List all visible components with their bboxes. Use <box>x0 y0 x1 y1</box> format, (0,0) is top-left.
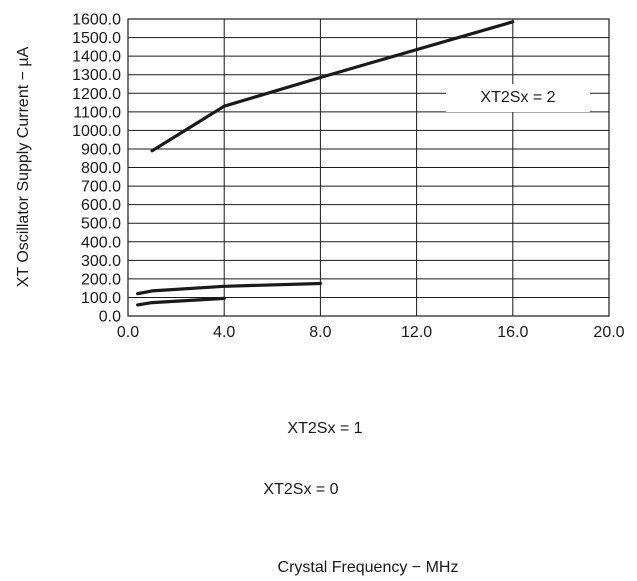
x-tick-label: 0.0 <box>117 324 139 341</box>
x-tick-label: 12.0 <box>401 324 432 341</box>
series-line-2 <box>136 296 226 307</box>
y-tick-label: 1200.0 <box>72 86 121 103</box>
series-label-background <box>243 476 359 502</box>
x-tick-labels: 0.0 4.0 8.0 12.0 16.0 20.0 <box>117 324 625 341</box>
series-line-0 <box>150 20 515 153</box>
y-tick-label: 1400.0 <box>72 49 121 66</box>
y-tick-label: 1500.0 <box>72 30 121 47</box>
series-label-background <box>446 84 590 112</box>
x-tick-label: 8.0 <box>309 324 331 341</box>
series-label: XT2Sx = 1 <box>287 420 362 437</box>
y-tick-label: 900.0 <box>81 141 121 158</box>
x-tick-label: 16.0 <box>497 324 528 341</box>
y-tick-label: 0.0 <box>99 309 121 326</box>
y-tick-label: 800.0 <box>81 160 121 177</box>
series-line-1 <box>136 281 322 296</box>
y-tick-label: 1000.0 <box>72 123 121 140</box>
y-tick-label: 100.0 <box>81 290 121 307</box>
series-label-background <box>268 415 384 441</box>
y-tick-label: 1100.0 <box>73 104 121 121</box>
x-tick-label: 4.0 <box>213 324 235 341</box>
y-tick-label: 600.0 <box>81 197 121 214</box>
series-label: XT2Sx = 0 <box>263 481 338 498</box>
series-label: XT2Sx = 2 <box>480 89 555 106</box>
y-tick-label: 500.0 <box>81 216 121 233</box>
plot-frame <box>127 18 610 317</box>
series-labels: XT2Sx = 2 XT2Sx = 1 XT2Sx = 0 <box>243 84 590 502</box>
x-axis-title: Crystal Frequency − MHz <box>278 559 459 576</box>
y-tick-label: 300.0 <box>81 253 121 270</box>
y-tick-label: 700.0 <box>81 179 121 196</box>
y-tick-label: 1600.0 <box>72 12 121 29</box>
y-tick-label: 400.0 <box>81 234 121 251</box>
y-tick-label: 1300.0 <box>72 67 121 84</box>
y-axis-title: XT Oscillator Supply Current − µA <box>15 46 32 287</box>
y-tick-label: 200.0 <box>81 271 121 288</box>
x-tick-label: 20.0 <box>593 324 624 341</box>
series-lines <box>136 20 515 307</box>
